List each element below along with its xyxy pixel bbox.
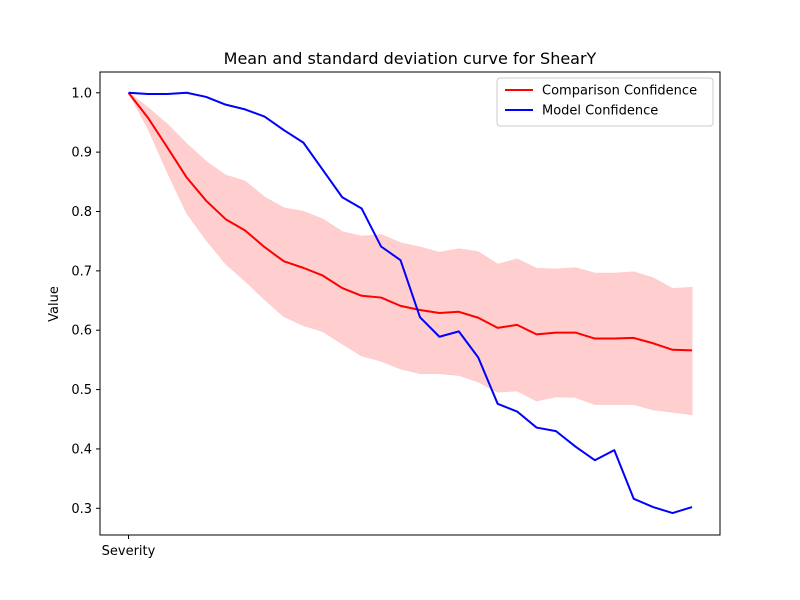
y-tick-label-2: 0.5	[71, 383, 92, 398]
series-line-0	[127, 92, 693, 352]
y-axis-label: Value	[47, 286, 62, 322]
y-tick-label-4: 0.7	[71, 264, 92, 279]
legend-label-0: Comparison Confidence	[542, 84, 697, 99]
axes: 0.3 0.4 0.5 0.6 0.7 0.8 0.9 1.0 Severity	[71, 86, 155, 559]
y-tick-label-0: 0.3	[71, 502, 92, 517]
legend-box	[496, 77, 714, 127]
y-tick-label-3: 0.6	[71, 324, 92, 339]
plot-area	[127, 91, 693, 515]
series-line-1	[128, 91, 693, 515]
x-tick-label-0: Severity	[102, 544, 156, 559]
y-tick-label-5: 0.8	[71, 205, 92, 220]
legend-label-1: Model Confidence	[542, 104, 658, 119]
y-tick-label-1: 0.4	[71, 442, 92, 457]
std-band-0	[128, 92, 693, 416]
y-tick-label-7: 1.0	[71, 86, 92, 101]
chart-title: Mean and standard deviation curve for Sh…	[224, 49, 597, 68]
legend: Comparison Confidence Model Confidence	[496, 77, 714, 127]
axes-frame	[99, 71, 721, 536]
y-tick-label-6: 0.9	[71, 146, 92, 161]
